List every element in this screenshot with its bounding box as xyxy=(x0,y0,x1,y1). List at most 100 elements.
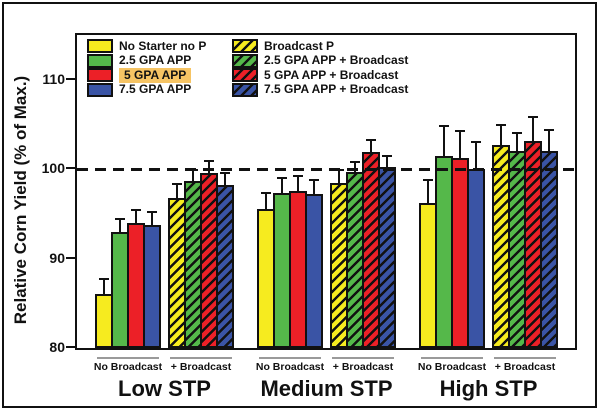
subgroup-overline xyxy=(170,357,232,359)
error-bar-line xyxy=(370,139,372,154)
error-bar xyxy=(423,179,433,205)
error-bar-line xyxy=(224,172,226,187)
legend-swatch xyxy=(232,68,258,83)
error-bar-line xyxy=(548,129,550,153)
error-bar xyxy=(439,125,449,158)
legend-column: No Starter no P 2.5 GPA APP 5 GPA APP 7.5 G… xyxy=(87,39,214,97)
subgroup-overline xyxy=(494,357,556,359)
subgroup-label: + Broadcast xyxy=(494,361,556,373)
error-bar xyxy=(204,160,214,175)
legend-swatch xyxy=(87,53,113,68)
reference-line-100 xyxy=(77,168,575,172)
legend-label: 2.5 GPA APP + Broadcast xyxy=(264,53,409,68)
bar xyxy=(216,185,234,348)
legend: No Starter no P 2.5 GPA APP 5 GPA APP 7.5 G… xyxy=(87,39,408,97)
y-tick-label: 90 xyxy=(49,249,65,266)
plot-area: No Starter no P 2.5 GPA APP 5 GPA APP 7.5 G… xyxy=(75,33,577,401)
error-bar-line xyxy=(265,192,267,211)
error-bar xyxy=(544,129,554,153)
error-bar xyxy=(220,172,230,187)
subgroup-overline xyxy=(421,357,483,359)
error-bar-line xyxy=(313,179,315,196)
error-bar-cap xyxy=(544,129,554,131)
bar-group: No Broadcast + Broadcast Low STP xyxy=(94,35,234,401)
error-bar-line xyxy=(151,211,153,227)
bar xyxy=(467,169,485,348)
legend-swatch xyxy=(232,53,258,68)
error-bar-cap xyxy=(455,130,465,132)
legend-label: 7.5 GPA APP xyxy=(119,82,192,97)
error-bar-cap xyxy=(439,125,449,127)
error-bar-line xyxy=(103,278,105,296)
subgroup-label: No Broadcast xyxy=(93,361,163,373)
error-bar-cap xyxy=(382,155,392,157)
error-bar-line xyxy=(176,183,178,200)
error-bar xyxy=(115,218,125,234)
error-bar-line xyxy=(281,177,283,195)
legend-label: 5 GPA APP xyxy=(119,67,192,83)
legend-swatch xyxy=(232,82,258,97)
error-bar-line xyxy=(443,125,445,158)
error-bar xyxy=(512,132,522,153)
error-bar-line xyxy=(500,124,502,147)
error-bar xyxy=(293,175,303,193)
error-bar-cap xyxy=(147,211,157,213)
legend-swatch xyxy=(87,68,113,83)
legend-label: 5 GPA APP + Broadcast xyxy=(264,67,399,82)
error-bar-line xyxy=(427,179,429,205)
subgroup-overline xyxy=(97,357,159,359)
legend-swatch xyxy=(87,82,113,97)
error-bar-cap xyxy=(496,124,506,126)
legend-item: 7.5 GPA APP + Broadcast xyxy=(232,82,409,98)
error-bar-cap xyxy=(204,160,214,162)
subgroup-overline xyxy=(259,357,321,359)
legend-item: 5 GPA APP + Broadcast xyxy=(232,68,408,83)
y-tick-label: 110 xyxy=(42,70,65,87)
error-bar-cap xyxy=(350,161,360,163)
error-bar-line xyxy=(459,130,461,160)
legend-item: No Starter no P xyxy=(87,39,214,54)
error-bar-cap xyxy=(131,209,141,211)
legend-label: No Starter no P xyxy=(119,38,207,53)
error-bar xyxy=(261,192,271,211)
error-bar-line xyxy=(532,116,534,143)
error-bar-cap xyxy=(115,218,125,220)
error-bar xyxy=(350,161,360,174)
bar xyxy=(378,167,396,348)
subgroup-label: No Broadcast xyxy=(255,361,325,373)
error-bar xyxy=(309,179,319,196)
error-bar-cap xyxy=(528,116,538,118)
subgroup-label: + Broadcast xyxy=(332,361,394,373)
error-bar-line xyxy=(297,175,299,193)
legend-item: Broadcast P xyxy=(232,39,408,54)
subgroup-overline xyxy=(332,357,394,359)
y-tick-label: 100 xyxy=(41,160,65,177)
error-bar-cap xyxy=(172,183,182,185)
legend-item: 2.5 GPA APP xyxy=(87,53,214,69)
error-bar-line xyxy=(386,155,388,169)
bar xyxy=(143,225,161,348)
y-tick-mark xyxy=(66,256,75,259)
bar-group: No Broadcast + Broadcast Medium STP xyxy=(256,35,396,401)
error-bar xyxy=(131,209,141,225)
bar xyxy=(184,181,202,348)
bar xyxy=(305,194,323,348)
error-bar-line xyxy=(475,141,477,171)
y-tick-mark xyxy=(66,167,75,170)
legend-label: 7.5 GPA APP + Broadcast xyxy=(264,82,409,97)
error-bar-line xyxy=(119,218,121,234)
legend-item: 2.5 GPA APP + Broadcast xyxy=(232,53,409,69)
legend-swatch xyxy=(232,39,258,54)
error-bar xyxy=(99,278,109,296)
error-bar-cap xyxy=(512,132,522,134)
error-bar-cap xyxy=(277,177,287,179)
error-bar-cap xyxy=(261,192,271,194)
bar xyxy=(524,141,542,348)
group-label: Low STP xyxy=(118,376,211,401)
error-bar-line xyxy=(135,209,137,225)
error-bar-line xyxy=(208,160,210,175)
y-tick-mark xyxy=(66,77,75,80)
legend-label: Broadcast P xyxy=(264,38,335,53)
error-bar xyxy=(147,211,157,227)
error-bar-line xyxy=(192,169,194,183)
